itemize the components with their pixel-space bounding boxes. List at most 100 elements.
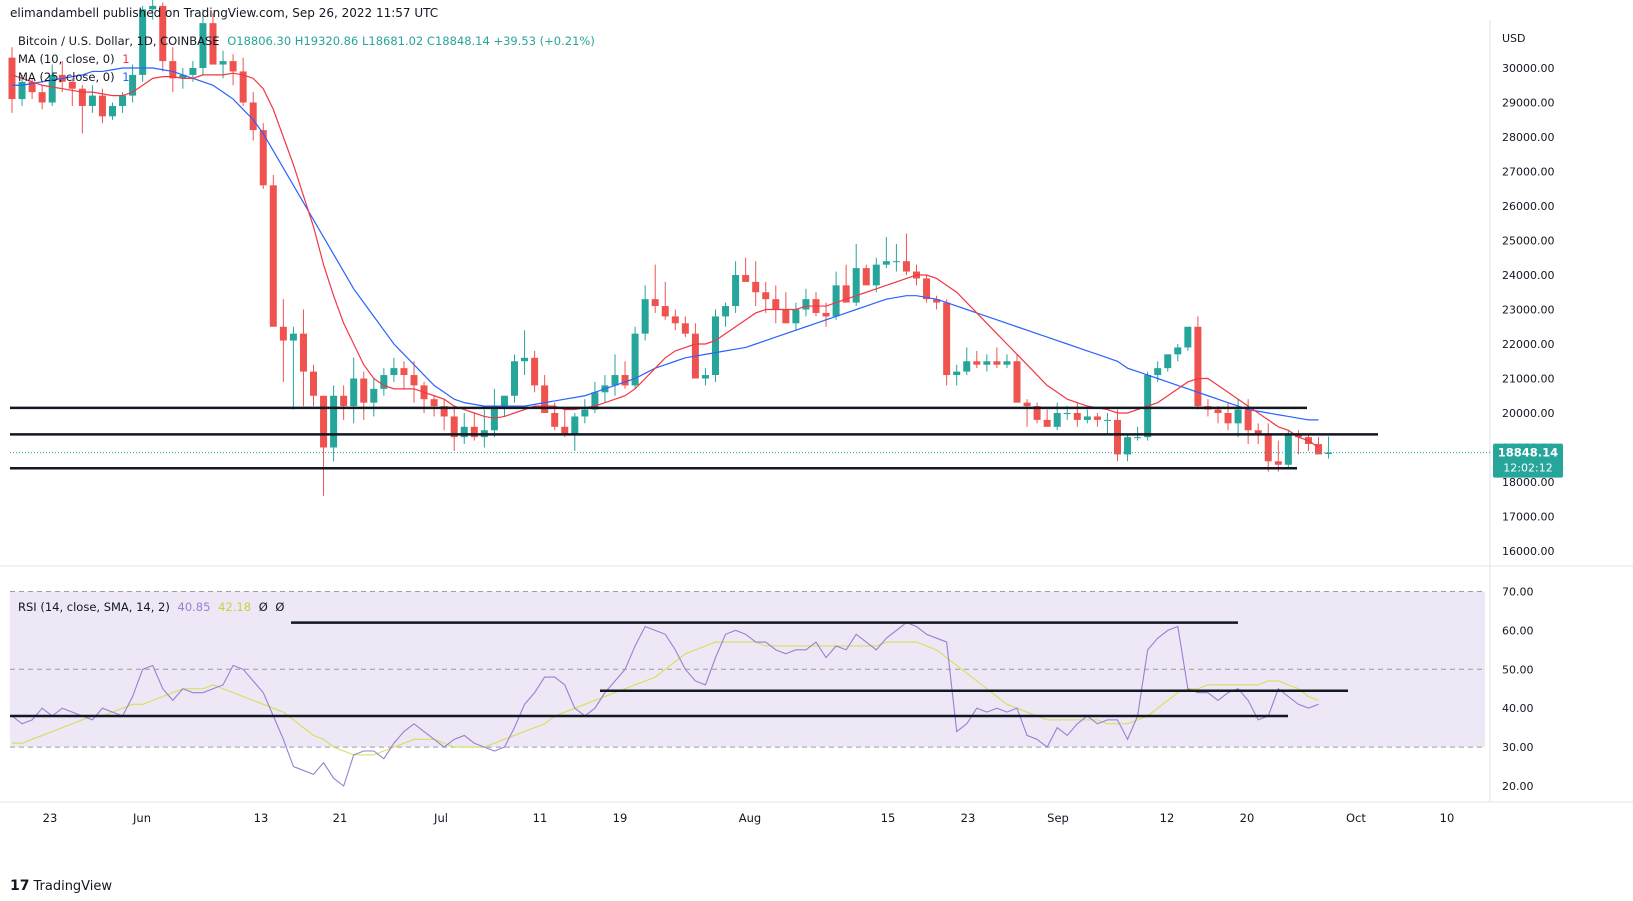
- candle-body[interactable]: [993, 361, 1001, 365]
- candle-body[interactable]: [732, 275, 740, 307]
- candle-body[interactable]: [199, 23, 207, 68]
- candle-body[interactable]: [1315, 444, 1322, 455]
- candle-body[interactable]: [310, 371, 317, 396]
- candle-body[interactable]: [792, 309, 800, 324]
- symbol-title[interactable]: Bitcoin / U.S. Dollar, 1D, COINBASE: [18, 34, 220, 48]
- candle-body[interactable]: [943, 302, 951, 376]
- candle-body[interactable]: [631, 333, 639, 386]
- candle-body[interactable]: [1023, 402, 1031, 407]
- candle-body[interactable]: [109, 105, 116, 117]
- candle-body[interactable]: [671, 316, 679, 324]
- candle-body[interactable]: [1194, 326, 1202, 407]
- candle-body[interactable]: [450, 416, 458, 438]
- candle-body[interactable]: [581, 409, 589, 417]
- candle-body[interactable]: [772, 299, 780, 310]
- candle-body[interactable]: [832, 285, 840, 317]
- candle-body[interactable]: [661, 306, 669, 317]
- candle-body[interactable]: [209, 23, 217, 65]
- candle-body[interactable]: [380, 375, 388, 389]
- candle-body[interactable]: [933, 299, 941, 303]
- candle-body[interactable]: [842, 285, 850, 303]
- candle-body[interactable]: [742, 275, 750, 282]
- candle-body[interactable]: [28, 81, 36, 93]
- candle-body[interactable]: [882, 261, 890, 265]
- candle-body[interactable]: [48, 74, 56, 103]
- candle-body[interactable]: [651, 299, 659, 307]
- candle-body[interactable]: [269, 185, 277, 327]
- candle-body[interactable]: [571, 416, 579, 434]
- candle-body[interactable]: [511, 361, 518, 396]
- candle-body[interactable]: [611, 375, 619, 386]
- candle-body[interactable]: [179, 74, 187, 79]
- candle-body[interactable]: [390, 368, 398, 376]
- candle-body[interactable]: [1284, 433, 1292, 465]
- candle-body[interactable]: [1214, 409, 1222, 413]
- candle-body[interactable]: [701, 375, 709, 379]
- candle-body[interactable]: [1043, 419, 1051, 427]
- candle-body[interactable]: [68, 81, 76, 89]
- candle-body[interactable]: [1033, 406, 1041, 420]
- candle-body[interactable]: [189, 68, 197, 75]
- candle-body[interactable]: [1134, 437, 1142, 439]
- candle-body[interactable]: [782, 309, 790, 324]
- candle-body[interactable]: [621, 375, 629, 386]
- candle-body[interactable]: [762, 292, 770, 300]
- candle-body[interactable]: [1325, 452, 1333, 455]
- candle-body[interactable]: [18, 81, 26, 100]
- candle-body[interactable]: [239, 71, 247, 103]
- candle-body[interactable]: [139, 9, 147, 75]
- candle-body[interactable]: [129, 74, 137, 96]
- candle-body[interactable]: [98, 95, 106, 117]
- candle-body[interactable]: [1013, 361, 1021, 403]
- candle-body[interactable]: [963, 361, 971, 372]
- candle-body[interactable]: [169, 61, 177, 79]
- candle-body[interactable]: [229, 61, 237, 72]
- candle-body[interactable]: [1184, 326, 1192, 348]
- candle-body[interactable]: [88, 95, 96, 106]
- candle-body[interactable]: [430, 399, 438, 407]
- candle-body[interactable]: [500, 395, 508, 407]
- candle-body[interactable]: [722, 306, 730, 317]
- candle-body[interactable]: [400, 368, 408, 376]
- candle-body[interactable]: [219, 61, 227, 65]
- candle-body[interactable]: [561, 426, 569, 434]
- candle-body[interactable]: [279, 326, 287, 341]
- candle-body[interactable]: [1154, 368, 1162, 376]
- tradingview-footer[interactable]: 17 TradingView: [10, 878, 112, 894]
- candle-body[interactable]: [1124, 437, 1132, 455]
- candle-body[interactable]: [1093, 416, 1101, 420]
- candle-body[interactable]: [159, 5, 167, 62]
- candle-body[interactable]: [78, 88, 86, 106]
- candle-body[interactable]: [973, 361, 981, 365]
- candle-body[interactable]: [330, 395, 338, 448]
- candle-body[interactable]: [1073, 413, 1081, 420]
- candle-body[interactable]: [953, 371, 961, 376]
- candle-body[interactable]: [591, 392, 599, 410]
- candle-body[interactable]: [119, 95, 127, 106]
- candle-body[interactable]: [752, 281, 760, 293]
- candle-body[interactable]: [862, 268, 870, 286]
- candle-body[interactable]: [1254, 430, 1262, 434]
- candle-body[interactable]: [1053, 413, 1061, 427]
- candle-body[interactable]: [822, 312, 830, 317]
- candle-body[interactable]: [852, 268, 860, 303]
- candle-body[interactable]: [470, 426, 478, 438]
- rsi-legend[interactable]: RSI (14, close, SMA, 14, 2) 40.85 42.18 …: [18, 600, 288, 614]
- candle-body[interactable]: [360, 378, 368, 403]
- candle-body[interactable]: [8, 57, 16, 100]
- candle-body[interactable]: [1103, 419, 1111, 421]
- candle-body[interactable]: [249, 102, 257, 131]
- candle-body[interactable]: [1114, 419, 1121, 455]
- ma25-legend[interactable]: MA (25, close, 0) 1: [18, 70, 134, 84]
- candle-body[interactable]: [38, 92, 46, 103]
- candle-body[interactable]: [440, 406, 448, 417]
- candle-body[interactable]: [1264, 433, 1272, 462]
- candle-body[interactable]: [551, 413, 559, 427]
- candle-body[interactable]: [299, 333, 307, 372]
- candle-body[interactable]: [1063, 413, 1071, 414]
- candle-body[interactable]: [983, 361, 991, 365]
- candle-body[interactable]: [149, 5, 157, 10]
- ma10-legend[interactable]: MA (10, close, 0) 1: [18, 52, 134, 66]
- candle-body[interactable]: [1174, 347, 1182, 355]
